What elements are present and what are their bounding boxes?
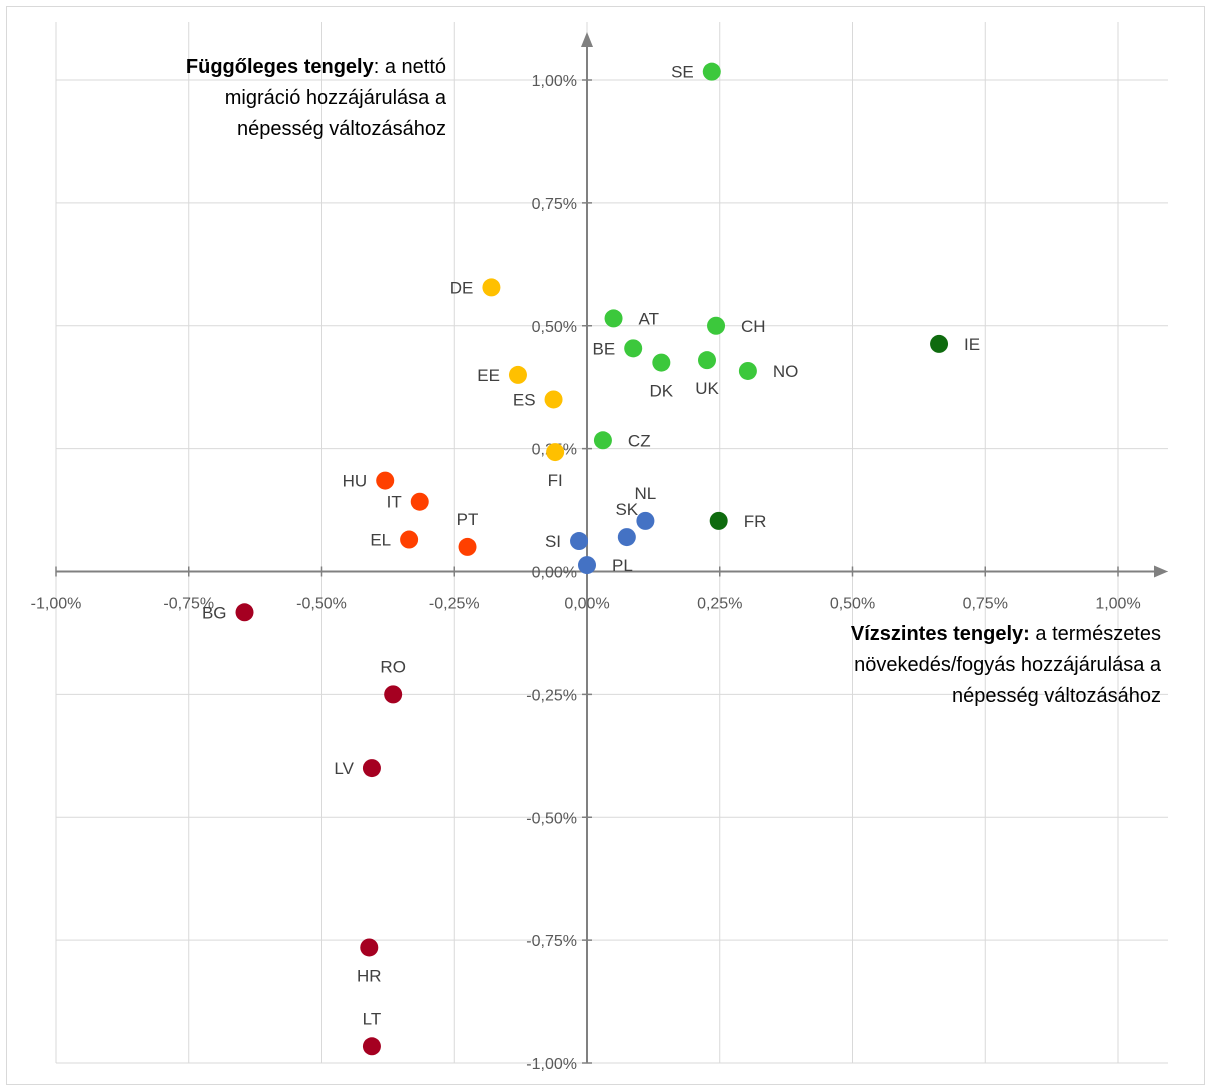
data-label-hr: HR — [357, 966, 382, 985]
y-tick-label: 1,00% — [532, 73, 577, 90]
data-label-hu: HU — [343, 472, 368, 491]
data-label-es: ES — [513, 390, 536, 409]
annotation-segment: Függőleges tengely — [186, 56, 375, 78]
data-point-de — [482, 278, 501, 297]
data-point-ee — [508, 365, 527, 384]
y-axis-arrow — [581, 32, 593, 47]
data-label-it: IT — [387, 493, 402, 512]
data-label-pl: PL — [612, 556, 633, 575]
data-point-pt — [458, 537, 477, 556]
x-tick-label: -1,00% — [31, 596, 82, 613]
chart-frame — [6, 6, 1205, 1085]
data-label-cz: CZ — [628, 431, 651, 450]
data-label-fr: FR — [744, 512, 767, 531]
annotation-segment: : a nettó — [374, 56, 446, 78]
data-point-no — [738, 361, 757, 380]
data-label-si: SI — [545, 532, 561, 551]
x-tick-label: -0,25% — [429, 596, 480, 613]
y-tick-label: 0,50% — [532, 319, 577, 336]
data-label-pt: PT — [457, 510, 479, 529]
data-point-fi — [546, 443, 565, 462]
data-point-fr — [709, 511, 728, 530]
data-point-bg — [235, 603, 254, 622]
x-tick-label: 0,75% — [963, 596, 1008, 613]
data-point-si — [570, 532, 589, 551]
data-label-se: SE — [671, 63, 694, 82]
annotation-segment: a természetes — [1030, 623, 1161, 645]
data-point-el — [400, 530, 419, 549]
y-tick-label: -1,00% — [526, 1056, 577, 1073]
data-point-dk — [652, 353, 671, 372]
x-tick-label: 1,00% — [1095, 596, 1140, 613]
data-label-be: BE — [593, 339, 616, 358]
x-tick-label: 0,00% — [564, 596, 609, 613]
annotation-segment: népesség változásához — [237, 118, 446, 140]
data-label-ie: IE — [964, 335, 980, 354]
annotation-segment: Vízszintes tengely: — [851, 623, 1030, 645]
data-label-ee: EE — [477, 366, 500, 385]
data-point-cz — [593, 431, 612, 450]
data-point-es — [544, 390, 563, 409]
data-label-ch: CH — [741, 317, 766, 336]
data-point-ie — [930, 334, 949, 353]
data-point-lv — [362, 759, 381, 778]
data-label-uk: UK — [695, 379, 719, 398]
data-label-nl: NL — [635, 484, 657, 503]
y-tick-label: -0,75% — [526, 933, 577, 950]
data-label-fi: FI — [548, 471, 563, 490]
y-tick-label: 0,75% — [532, 196, 577, 213]
data-label-at: AT — [639, 309, 659, 328]
y-axis-annotation: Függőleges tengely: a nettó migráció hozz… — [186, 56, 447, 140]
data-point-it — [410, 492, 429, 511]
data-point-uk — [698, 351, 717, 370]
annotation-segment: népesség változásához — [952, 685, 1161, 707]
data-label-lt: LT — [363, 1009, 382, 1028]
x-tick-label: 0,50% — [830, 596, 875, 613]
y-tick-label: 0,00% — [532, 565, 577, 582]
data-point-hr — [360, 938, 379, 957]
data-label-lv: LV — [334, 759, 354, 778]
data-point-ro — [384, 685, 403, 704]
data-label-sk: SK — [615, 500, 638, 519]
y-tick-label: -0,25% — [526, 687, 577, 704]
data-point-sk — [617, 528, 636, 547]
data-label-bg: BG — [202, 603, 227, 622]
x-axis-annotation: Vízszintes tengely: a természetes növeked… — [851, 623, 1162, 707]
y-tick-label: -0,50% — [526, 810, 577, 827]
annotation-segment: növekedés/fogyás hozzájárulása a — [854, 654, 1162, 676]
x-tick-label: 0,25% — [697, 596, 742, 613]
data-point-be — [624, 339, 643, 358]
data-label-ro: RO — [380, 657, 406, 676]
data-point-hu — [376, 471, 395, 490]
data-label-de: DE — [450, 278, 474, 297]
x-tick-label: -0,50% — [296, 596, 347, 613]
x-axis-arrow — [1154, 565, 1168, 578]
data-point-at — [604, 309, 623, 328]
annotation-segment: migráció hozzájárulása a — [225, 87, 447, 109]
data-label-no: NO — [773, 362, 799, 381]
data-point-lt — [362, 1037, 381, 1056]
data-point-ch — [707, 316, 726, 335]
data-label-dk: DK — [650, 382, 674, 401]
data-point-pl — [578, 556, 596, 575]
data-point-se — [702, 62, 721, 81]
data-point-nl — [636, 511, 655, 530]
data-label-el: EL — [370, 531, 391, 550]
x-tick-label: -0,75% — [163, 596, 214, 613]
